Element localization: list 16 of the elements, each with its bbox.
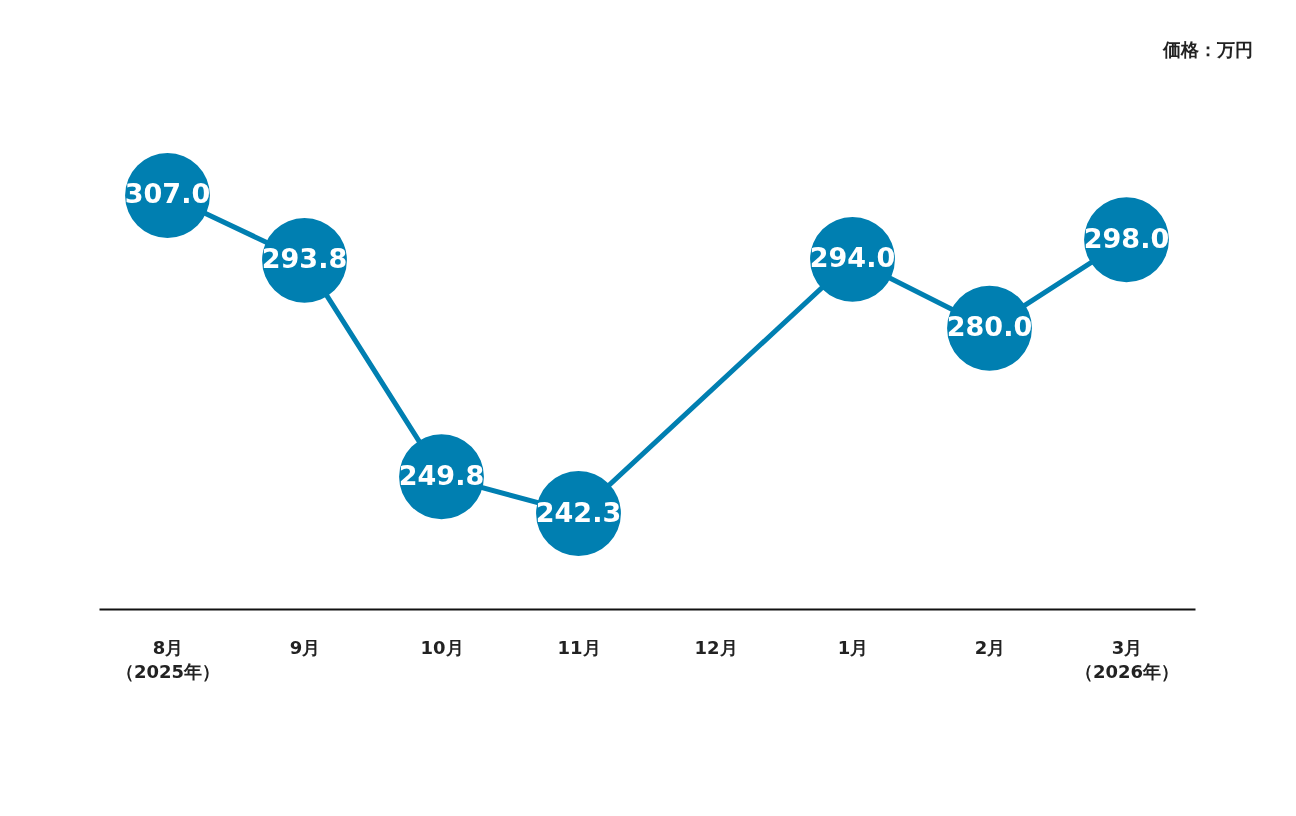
data-label: 298.0 xyxy=(1083,222,1170,254)
x-tick-label: 9月 xyxy=(289,636,321,658)
text: 価格：万円 xyxy=(1162,39,1253,60)
x-tick-label: 8月（2025年） xyxy=(115,636,221,682)
data-label: 293.8 xyxy=(261,243,348,275)
x-tick-label: 2月 xyxy=(974,636,1006,658)
data-label: 249.8 xyxy=(398,459,485,491)
data-label: 242.3 xyxy=(535,496,622,528)
x-tick-label: 10月 xyxy=(420,636,464,658)
data-label: 280.0 xyxy=(946,311,1033,343)
x-tick-label: 11月 xyxy=(557,636,601,658)
data-label: 307.0 xyxy=(124,178,211,210)
x-tick-label: 1月 xyxy=(837,636,869,658)
x-tick-label: 3月（2026年） xyxy=(1074,636,1180,682)
data-label: 294.0 xyxy=(809,242,896,274)
x-tick-label: 12月 xyxy=(694,636,738,658)
